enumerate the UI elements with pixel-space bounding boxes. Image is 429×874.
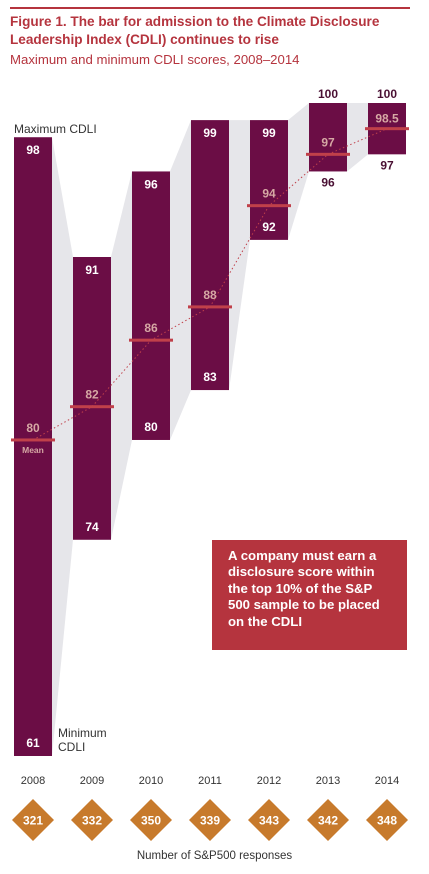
- response-count-2008: 321: [23, 814, 43, 828]
- year-label-2008: 2008: [21, 775, 45, 787]
- min-label-2009: 74: [85, 520, 99, 534]
- mean-markers: [11, 127, 409, 442]
- bar-2010: [132, 171, 170, 440]
- mean-label-2009: 82: [85, 388, 99, 402]
- response-diamond-2008: [12, 799, 54, 841]
- connector-band: [347, 103, 368, 172]
- figure-subtitle: Maximum and minimum CDLI scores, 2008–20…: [10, 52, 300, 67]
- max-label-2009: 91: [85, 263, 99, 277]
- response-count-2014: 348: [377, 814, 397, 828]
- connector-band: [52, 137, 73, 756]
- title-rule: [10, 7, 410, 9]
- mean-marker-2013: [306, 152, 350, 156]
- bar-2009: [73, 257, 111, 540]
- mean-tag: Mean: [22, 445, 44, 455]
- year-axis: 2008 2009 2010 2011 2012 2013 2014: [21, 775, 399, 787]
- response-count-2010: 350: [141, 814, 161, 828]
- response-count-2012: 343: [259, 814, 279, 828]
- response-count-2009: 332: [82, 814, 102, 828]
- connector-band: [170, 120, 191, 440]
- min-label-2011: 83: [203, 370, 217, 384]
- min-label-2008: 61: [26, 736, 40, 750]
- mean-marker-2011: [188, 305, 232, 309]
- max-label-2011: 99: [203, 126, 217, 140]
- response-diamond-2014: [366, 799, 408, 841]
- year-label-2009: 2009: [80, 775, 104, 787]
- bar-2008: [14, 137, 52, 756]
- mean-label-2013: 97: [321, 135, 335, 149]
- mean-marker-2012: [247, 204, 291, 208]
- year-label-2010: 2010: [139, 775, 163, 787]
- mean-marker-2014: [365, 127, 409, 131]
- max-label-2013: 100: [318, 87, 338, 101]
- year-label-2012: 2012: [257, 775, 281, 787]
- min-annotation-line2: CDLI: [58, 740, 85, 754]
- mean-marker-2008: [11, 438, 55, 442]
- mean-marker-2010: [129, 338, 173, 342]
- year-label-2013: 2013: [316, 775, 340, 787]
- mean-label-2010: 86: [144, 321, 158, 335]
- response-count-2011: 339: [200, 814, 220, 828]
- callout-box: A company must earn a disclosure score w…: [212, 540, 407, 650]
- max-label-2014: 100: [377, 87, 397, 101]
- connector-band: [229, 120, 250, 391]
- mean-marker-2009: [70, 405, 114, 409]
- max-label-2008: 98: [26, 143, 40, 157]
- response-diamond-2009: [71, 799, 113, 841]
- score-bars: [14, 103, 406, 756]
- max-label-2010: 96: [144, 177, 158, 191]
- response-diamond-2011: [189, 799, 231, 841]
- bar-2012: [250, 120, 288, 240]
- connector-bands: [52, 103, 368, 756]
- mean-label-2011: 88: [203, 288, 217, 302]
- value-labels: 98 61 80 91 74 82 96 80 86 99 83 88 99 92 94 100 96 97 100…: [22, 87, 399, 750]
- min-label-2012: 92: [262, 220, 276, 234]
- bar-2013: [309, 103, 347, 172]
- max-label-2012: 99: [262, 126, 276, 140]
- mean-label-2008: 80: [26, 421, 40, 435]
- max-annotation: Maximum CDLI: [14, 122, 97, 136]
- response-diamond-2010: [130, 799, 172, 841]
- figure-title: Figure 1. The bar for admission to the C…: [10, 14, 380, 47]
- bar-2011: [191, 120, 229, 391]
- connector-band: [288, 103, 309, 240]
- connector-band: [111, 171, 132, 540]
- min-annotation-line1: Minimum: [58, 726, 107, 740]
- response-diamond-2012: [248, 799, 290, 841]
- mean-label-2012: 94: [262, 187, 276, 201]
- min-label-2010: 80: [144, 420, 158, 434]
- min-label-2013: 96: [321, 175, 335, 189]
- response-diamond-2013: [307, 799, 349, 841]
- response-count-2013: 342: [318, 814, 338, 828]
- footer-label: Number of S&P500 responses: [136, 850, 293, 862]
- response-diamonds: 321 332 350 339 343 342 348: [12, 799, 408, 841]
- year-label-2011: 2011: [198, 775, 222, 787]
- min-label-2014: 97: [380, 158, 394, 172]
- mean-label-2014: 98.5: [375, 112, 399, 126]
- year-label-2014: 2014: [375, 775, 399, 787]
